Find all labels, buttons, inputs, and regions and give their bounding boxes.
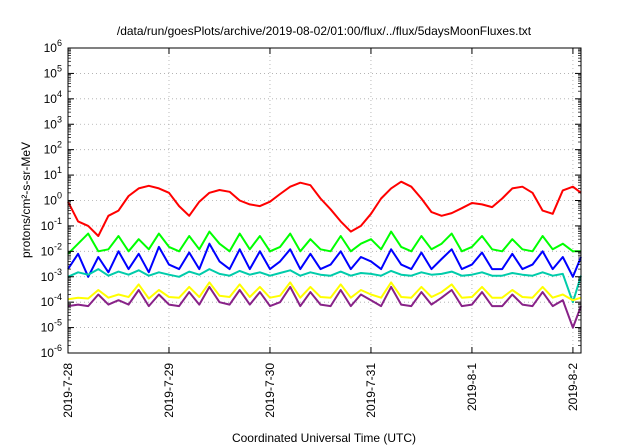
y-tick-label: 101 [44,165,62,182]
series-lines [67,180,582,329]
y-tick-label: 103 [44,114,62,131]
y-axis-label: protons/cm²-s-sr-MeV [19,142,33,258]
series-line-5 [67,281,582,302]
y-tick-label: 104 [44,89,62,106]
x-tick-label: 2019-7-29 [162,363,176,418]
y-tick-label: 10-2 [41,241,62,258]
chart-title: /data/run/goesPlots/archive/2019-08-02/0… [117,24,532,38]
y-tick-label: 102 [44,140,62,157]
series-line-1 [67,180,582,237]
y-tick-label: 10-6 [41,343,62,360]
x-tick-label: 2019-8-2 [566,363,580,411]
series-line-3 [67,242,582,278]
x-tick-label: 2019-7-31 [364,363,378,418]
y-axis-ticks: 10-6 10-5 10-4 10-3 10-2 10-1 100 101 102 103 104 1… [41,38,581,360]
y-tick-label: 106 [44,38,62,55]
series-line-4 [67,268,582,304]
x-tick-label: 2019-7-28 [61,363,75,418]
series-line-2 [67,230,581,255]
y-tick-label: 10-1 [41,216,62,233]
x-tick-label: 2019-8-1 [465,363,479,411]
x-axis-label: Coordinated Universal Time (UTC) [232,431,416,445]
grid-lines [67,47,581,354]
y-tick-label: 105 [44,63,62,80]
y-tick-label: 100 [44,191,62,208]
y-tick-label: 10-5 [41,318,62,335]
y-tick-label: 10-4 [41,292,62,309]
x-tick-label: 2019-7-30 [263,363,277,418]
x-axis-ticks: 2019-7-28 2019-7-29 2019-7-30 2019-7-31 2019… [61,48,580,418]
series-line-6 [67,285,582,329]
y-tick-label: 10-3 [41,267,62,284]
